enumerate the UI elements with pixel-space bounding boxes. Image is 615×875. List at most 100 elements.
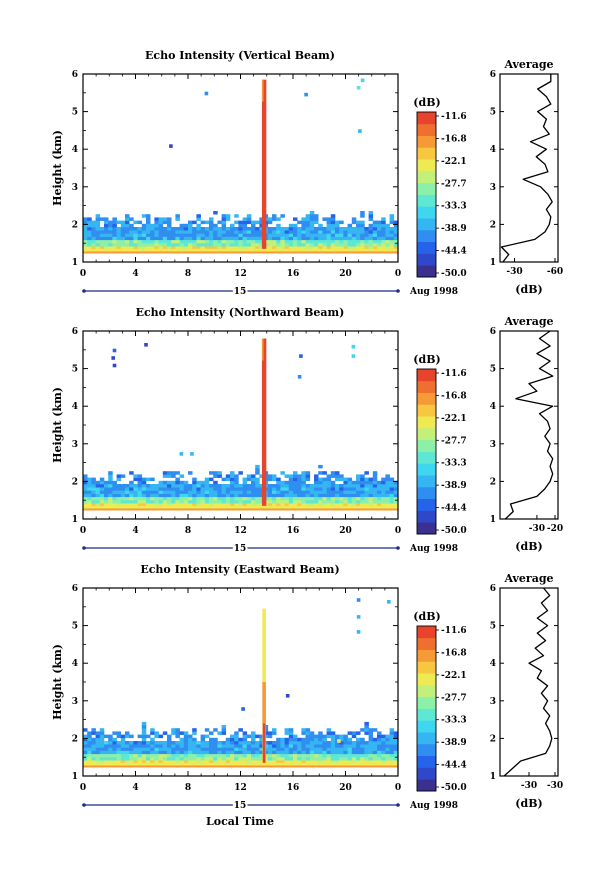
heatmap-cell [171,741,176,745]
heatmap-cell [288,496,294,501]
heatmap-cell [225,474,231,478]
heatmap-cell [146,239,151,244]
colorbar-label: -33.3 [441,716,467,726]
profile-y-tick-label: 2 [490,734,496,744]
heatmap-cell [368,493,374,498]
heatmap-cell [330,480,336,485]
heatmap-cell [246,493,252,498]
heatmap-cell [188,230,193,234]
heatmap-cell [335,220,340,225]
heatmap-cell [246,747,252,751]
heatmap-cell [305,747,311,751]
heatmap-cell [360,496,365,501]
heatmap-cell [314,246,319,250]
heatmap-cell [200,236,206,241]
heatmap-cell [99,239,105,244]
y-tick-label: 1 [72,515,78,525]
heatmap-cell [125,239,130,244]
heatmap-cell [377,753,382,758]
heatmap-cell [158,747,164,751]
heatmap-cell [356,760,361,764]
heatmap-cell [87,741,92,745]
heatmap-cell [104,490,109,494]
heatmap-cell [192,744,197,748]
heatmap-cell [162,503,168,507]
heatmap-cell [309,230,315,234]
heatmap-cell [120,493,126,498]
heatmap-cell [179,230,185,234]
heatmap-cell [175,217,180,221]
heatmap-cell [322,496,327,501]
heatmap-cell [314,747,319,751]
heatmap-cell [335,230,340,234]
heatmap-cell [183,757,189,761]
heatmap-cell [225,490,231,494]
heatmap-cell [337,739,341,743]
heatmap-cell [305,230,311,234]
heatmap-cell [196,741,201,745]
heatmap-cell [360,230,365,234]
heatmap-cell [339,744,344,748]
heatmap-cell [389,227,395,231]
heatmap [83,338,398,511]
heatmap-cell [246,757,252,761]
heatmap-cell [238,503,243,507]
heatmap-cell [108,747,113,751]
heatmap-cell [364,233,369,237]
heatmap-cell [225,503,231,507]
heatmap-cell [188,484,193,488]
heatmap-cell [280,487,285,491]
heatmap-cell [284,230,290,234]
heatmap-cell [368,217,374,221]
heatmap-cell [297,741,302,745]
heatmap-cell [175,734,180,739]
heatmap-cell [125,246,130,250]
heatmap-cell [314,484,319,488]
heatmap-cell [183,734,189,739]
heatmap-cell [251,480,256,485]
heatmap-cell [368,477,374,482]
heatmap-cell [259,220,264,225]
heatmap-cell [377,737,382,742]
heatmap-cell [381,500,386,504]
heatmap-cell [179,753,185,758]
heatmap-cell [385,243,390,247]
heatmap-cell [377,741,382,745]
heatmap-cell [95,496,101,501]
heatmap-cell [183,760,189,764]
heatmap-cell [137,747,143,751]
heatmap-cell [267,243,273,247]
heatmap-cell [230,737,235,742]
heatmap-cell [322,490,327,494]
heatmap-cell [377,243,382,247]
heatmap-cell [112,233,117,237]
heatmap-cell [196,753,201,758]
heatmap-cell [297,227,302,231]
heatmap-cell [372,236,378,241]
heatmap-cell [267,493,273,498]
heatmap-cell [314,744,319,748]
heatmap-cell [171,243,176,247]
heatmap-cell [251,731,256,735]
heatmap-cell [192,728,197,732]
heatmap-cell [91,484,96,488]
heatmap-cell [238,744,243,748]
heatmap-cell [364,227,369,231]
heatmap-cell [146,246,151,250]
x-tick-label: 16 [287,783,300,793]
heatmap-cell [230,734,235,739]
heatmap-cell [372,493,378,498]
heatmap-cell [389,753,395,758]
heatmap-cell [188,757,193,761]
y-axis-label: Height (km) [51,387,64,463]
y-tick-label: 2 [72,734,78,744]
heatmap-cell [364,490,369,494]
heatmap-cell [351,217,357,221]
heatmap-cell [389,760,395,764]
heatmap-cell [293,477,298,482]
heatmap-cell [87,496,92,501]
heatmap-cell [238,223,243,228]
heatmap-cell [360,211,365,215]
heatmap-cell [322,750,327,755]
heatmap-cell [267,760,273,764]
